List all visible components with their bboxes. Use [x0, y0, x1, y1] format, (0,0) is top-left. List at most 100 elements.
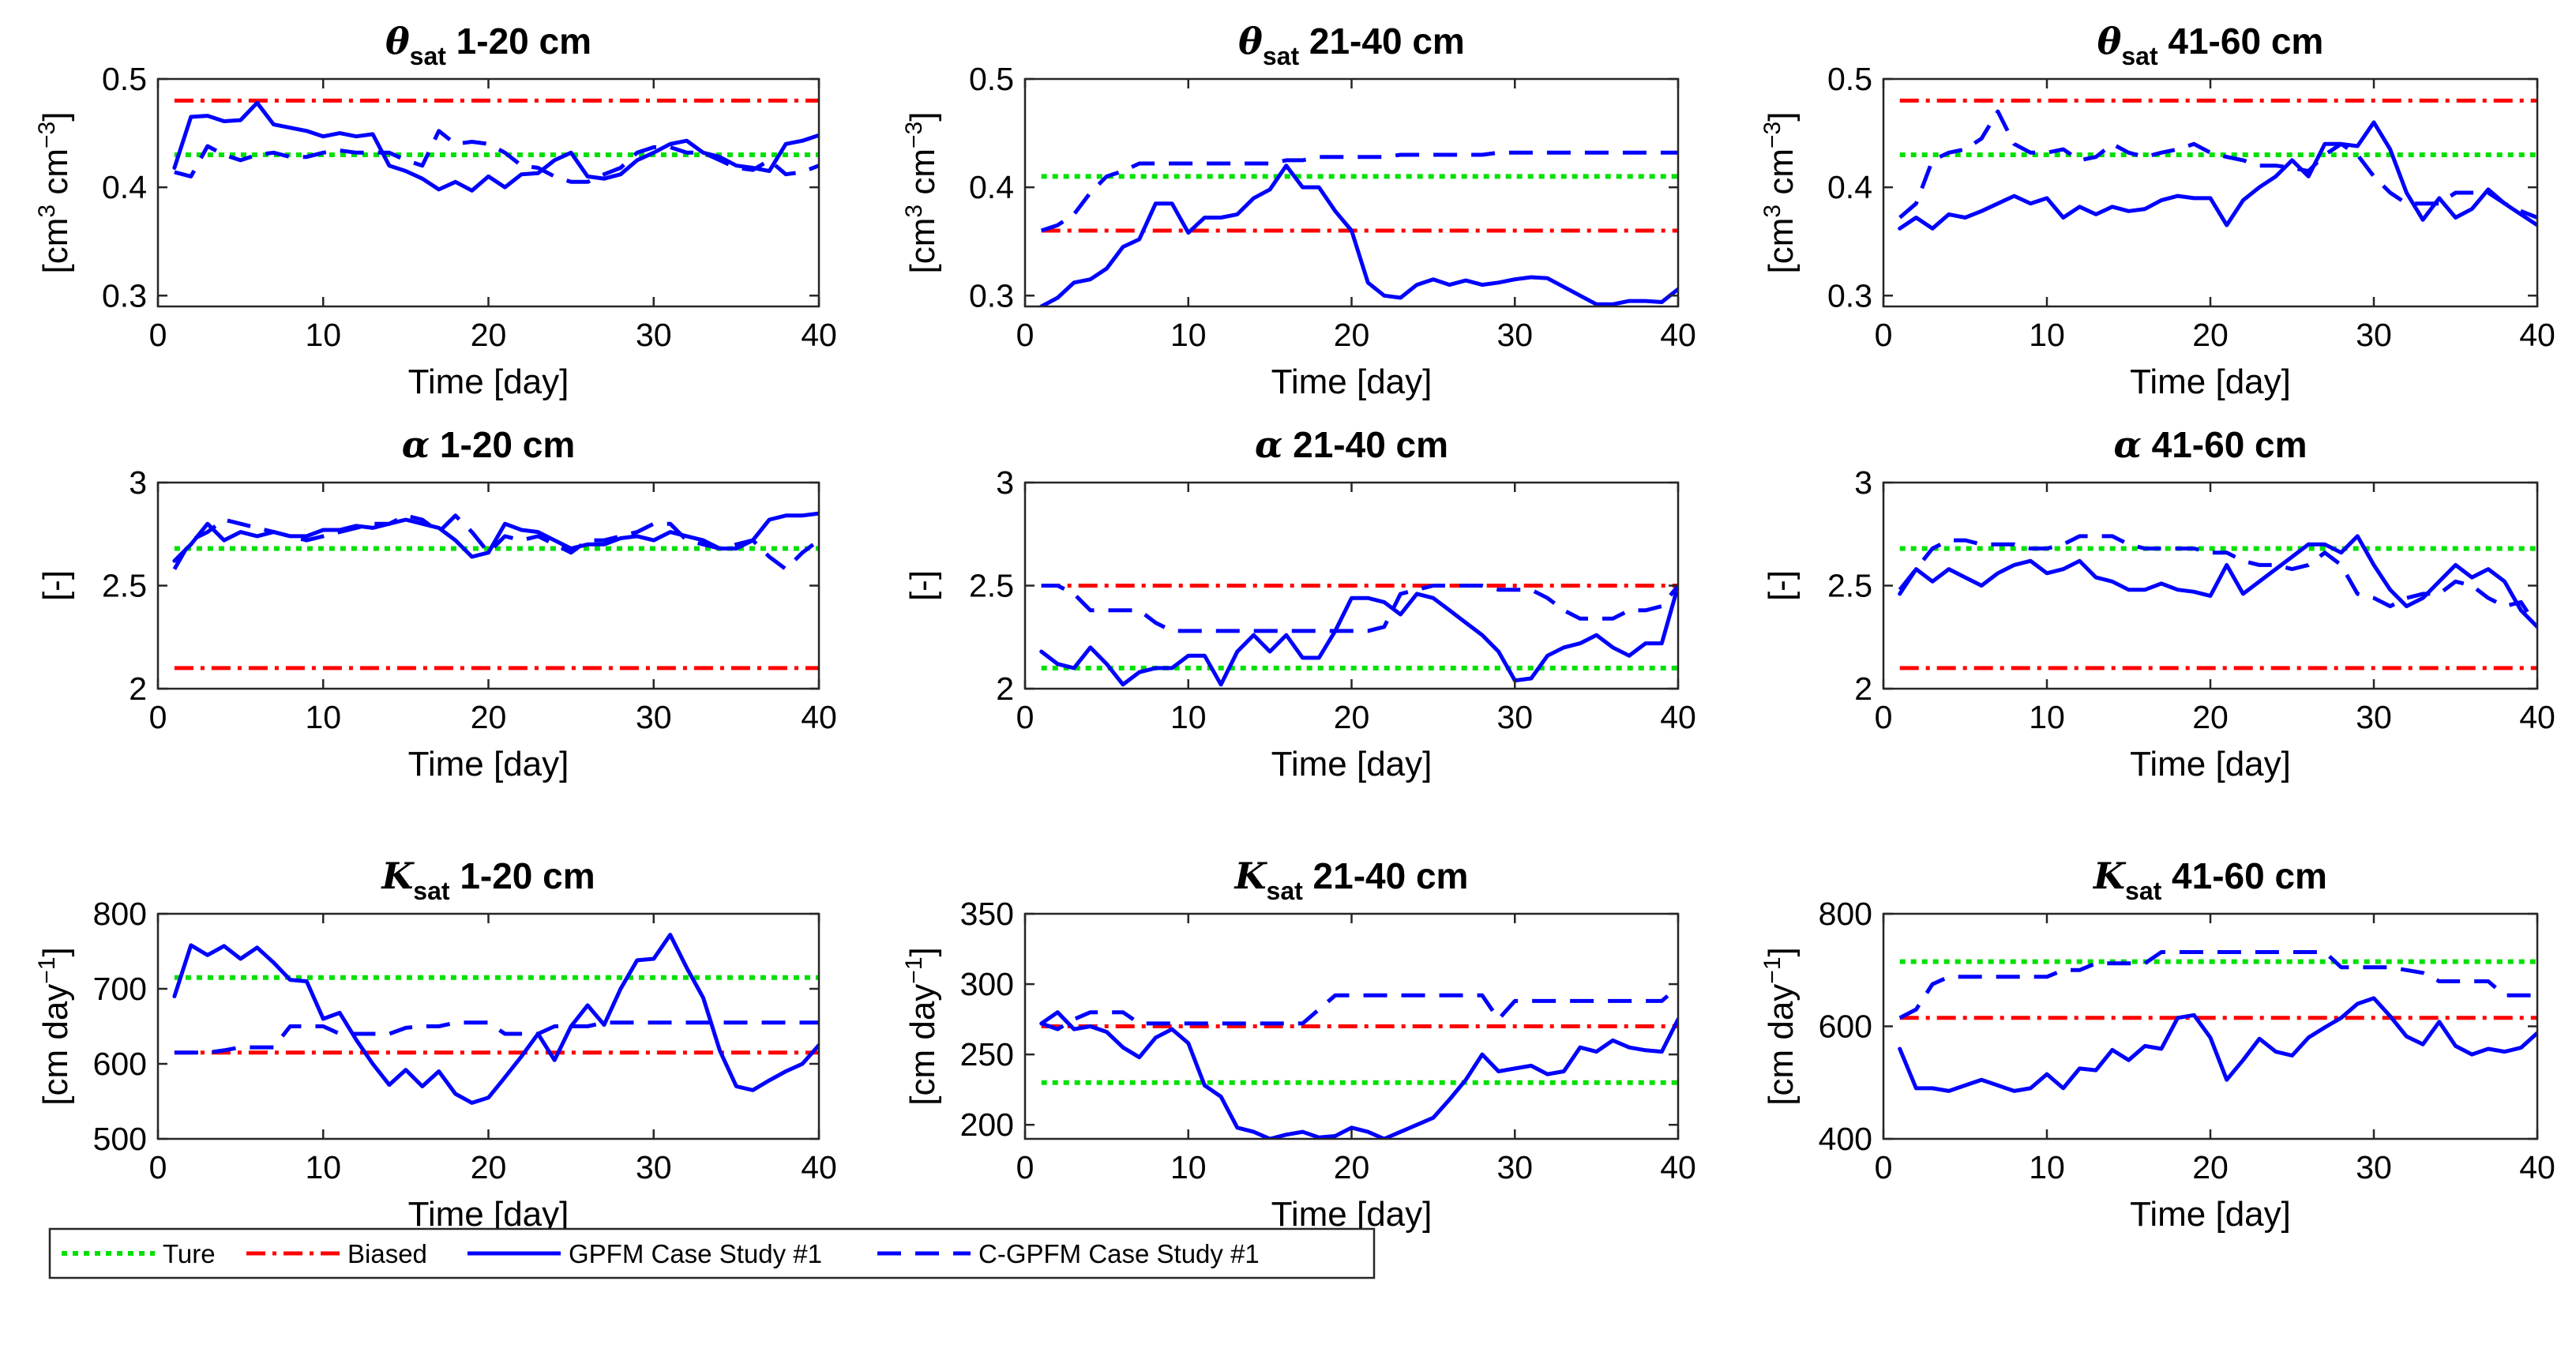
x-tick-label: 20	[471, 317, 507, 353]
series-line-gpfm-case-study-1	[172, 933, 819, 1105]
legend-box	[48, 1227, 1376, 1279]
axes-box	[1023, 77, 1680, 308]
x-tick-label: 10	[305, 699, 341, 735]
series-line-gpfm-case-study-1	[1898, 120, 2537, 231]
y-tick-label: 0.4	[1827, 169, 1872, 205]
x-tick-label: 20	[471, 1149, 507, 1185]
series-line-c-gpfm-case-study-1	[1040, 150, 1678, 233]
y-tick-label: 2	[996, 671, 1014, 707]
x-tick-label: 20	[1334, 317, 1370, 353]
x-tick-label: 10	[305, 1149, 341, 1185]
subplot-title: θsat 1-20 cm	[385, 20, 591, 70]
subplot-title: θsat 41-60 cm	[2097, 20, 2324, 70]
subplot-8: 0 10 20 30 40 200 250 300 350 Time [day] [cm day−1…	[901, 855, 1696, 1234]
axes-box	[156, 77, 820, 308]
x-tick-label: 40	[801, 1149, 837, 1185]
x-axis-label: Time [day]	[408, 1195, 569, 1234]
y-tick-label: 0.3	[1827, 277, 1872, 314]
x-axis-label: Time [day]	[1271, 745, 1433, 783]
y-axis-label: [-]	[36, 570, 75, 601]
y-axis-label: [cm day−1]	[901, 947, 942, 1106]
x-axis-label: Time [day]	[1271, 363, 1433, 401]
x-tick-label: 40	[801, 317, 837, 353]
y-tick-label: 0.4	[102, 169, 147, 205]
y-tick-label: 500	[93, 1121, 147, 1157]
subplot-title: α 21-40 cm	[1255, 423, 1448, 466]
subplot-title: θsat 21-40 cm	[1238, 20, 1465, 70]
y-tick-label: 0.4	[969, 169, 1014, 205]
x-tick-label: 40	[2519, 1149, 2555, 1185]
series-line-gpfm-case-study-1	[1039, 584, 1678, 687]
y-tick-label: 3	[996, 464, 1014, 501]
subplot-title: Ksat 1-20 cm	[380, 855, 595, 905]
subplot-6: 0 10 20 30 40 2 2.5 3 Time [day] [-] α 41-60 cm	[1762, 423, 2555, 783]
series-line-gpfm-case-study-1	[1039, 163, 1678, 306]
x-tick-label: 30	[2356, 1149, 2392, 1185]
y-tick-label: 600	[1819, 1009, 1872, 1045]
y-tick-label: 0.3	[102, 277, 147, 314]
legend: Ture Biased GPFM Case Study #1 C-GPFM Case …	[48, 1227, 1376, 1279]
x-tick-label: 30	[1496, 317, 1533, 353]
subplot-1: 0 10 20 30 40 0.3 0.4 0.5 Time [day] [cm3 cm−3] θs…	[34, 20, 837, 401]
x-tick-label: 30	[1496, 1149, 1533, 1185]
x-tick-label: 40	[801, 699, 837, 735]
x-tick-label: 30	[2356, 317, 2392, 353]
series-line-c-gpfm-case-study-1	[1898, 950, 2537, 1020]
x-tick-label: 10	[2029, 1149, 2065, 1185]
subplot-5: 0 10 20 30 40 2 2.5 3 Time [day] [-] α 21-40 cm	[903, 423, 1696, 783]
legend-label: Ture	[163, 1239, 216, 1268]
x-axis-label: Time [day]	[408, 363, 569, 401]
x-axis-label: Time [day]	[1271, 1195, 1433, 1234]
x-tick-label: 10	[305, 317, 341, 353]
x-tick-label: 30	[636, 699, 672, 735]
x-tick-label: 20	[1334, 1149, 1370, 1185]
y-axis-label: [cm3 cm−3]	[1759, 112, 1801, 274]
x-tick-label: 0	[149, 699, 167, 735]
x-axis-label: Time [day]	[408, 745, 569, 783]
x-tick-label: 30	[636, 1149, 672, 1185]
y-axis-label: [cm3 cm−3]	[901, 112, 942, 274]
series-line-c-gpfm-case-study-1	[174, 129, 819, 184]
subplot-title: Ksat 21-40 cm	[1234, 855, 1469, 905]
y-tick-label: 350	[960, 896, 1014, 932]
y-tick-label: 800	[93, 896, 147, 932]
series-line-gpfm-case-study-1	[1898, 534, 2537, 629]
x-tick-label: 10	[2029, 699, 2065, 735]
y-tick-label: 2.5	[102, 568, 147, 604]
y-tick-label: 0.5	[1827, 61, 1872, 97]
y-axis-label: [-]	[903, 570, 942, 601]
legend-label: Biased	[347, 1239, 427, 1268]
series-line-gpfm-case-study-1	[172, 100, 819, 193]
x-tick-label: 0	[1016, 699, 1035, 735]
axes-box	[156, 481, 820, 690]
series-line-c-gpfm-case-study-1	[1041, 584, 1678, 633]
y-tick-label: 400	[1819, 1121, 1872, 1157]
x-tick-label: 40	[2519, 317, 2555, 353]
x-tick-label: 0	[149, 1149, 167, 1185]
y-tick-label: 600	[93, 1046, 147, 1082]
y-axis-label: [cm day−1]	[34, 947, 75, 1106]
x-axis-label: Time [day]	[2130, 1195, 2291, 1234]
y-tick-label: 2	[1854, 671, 1872, 707]
subplot-title: α 41-60 cm	[2113, 423, 2307, 466]
series-line-gpfm-case-study-1	[172, 511, 819, 563]
x-tick-label: 40	[1660, 1149, 1696, 1185]
series-line-c-gpfm-case-study-1	[1898, 534, 2537, 629]
x-tick-label: 40	[1660, 317, 1696, 353]
y-tick-label: 700	[93, 971, 147, 1007]
y-tick-label: 2.5	[969, 568, 1014, 604]
x-tick-label: 30	[636, 317, 672, 353]
series-line-c-gpfm-case-study-1	[1898, 109, 2537, 220]
y-tick-label: 0.5	[969, 61, 1014, 97]
x-tick-label: 20	[2192, 699, 2229, 735]
legend-label: GPFM Case Study #1	[569, 1239, 822, 1268]
axes-box	[1882, 912, 2539, 1140]
x-tick-label: 30	[2356, 699, 2392, 735]
x-axis-label: Time [day]	[2130, 745, 2291, 783]
series-line-c-gpfm-case-study-1	[1040, 985, 1678, 1031]
x-tick-label: 0	[149, 317, 167, 353]
y-tick-label: 3	[129, 464, 147, 501]
y-tick-label: 0.3	[969, 277, 1014, 314]
series-line-c-gpfm-case-study-1	[174, 1020, 819, 1055]
